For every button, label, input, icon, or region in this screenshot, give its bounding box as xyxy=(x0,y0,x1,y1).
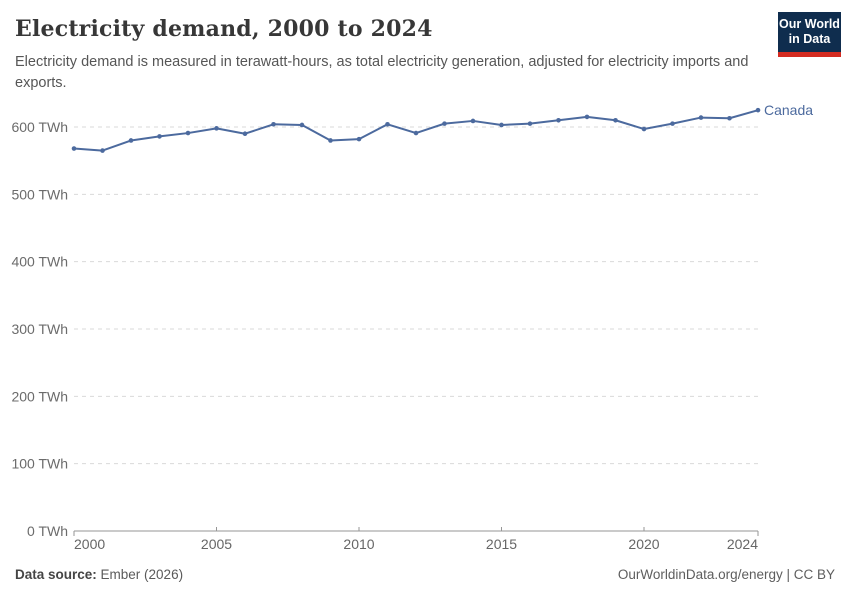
data-point[interactable] xyxy=(242,131,248,137)
owid-logo[interactable]: Our World in Data xyxy=(778,12,841,57)
data-point[interactable] xyxy=(442,121,447,126)
data-point[interactable] xyxy=(470,118,476,124)
y-tick-label: 0 TWh xyxy=(27,523,68,539)
data-point[interactable] xyxy=(641,126,647,132)
data-point[interactable] xyxy=(100,148,105,153)
data-point[interactable] xyxy=(385,122,390,127)
data-point[interactable] xyxy=(157,134,162,139)
series-label-canada[interactable]: Canada xyxy=(764,102,813,118)
data-point[interactable] xyxy=(356,136,362,142)
data-point[interactable] xyxy=(527,121,533,126)
owid-logo-line2: in Data xyxy=(788,32,831,47)
series-line-canada[interactable] xyxy=(73,109,759,152)
data-point[interactable] xyxy=(328,138,333,143)
data-point[interactable] xyxy=(755,107,761,113)
y-tick-label: 400 TWh xyxy=(11,254,68,270)
data-point[interactable] xyxy=(71,146,77,151)
data-point[interactable] xyxy=(299,122,305,128)
data-point[interactable] xyxy=(128,138,134,143)
y-tick-label: 100 TWh xyxy=(11,456,68,472)
data-point[interactable] xyxy=(698,115,704,120)
x-tick-label: 2024 xyxy=(727,536,758,552)
data-point[interactable] xyxy=(556,117,561,123)
data-point[interactable] xyxy=(727,115,732,121)
data-source-value: Ember (2026) xyxy=(96,567,184,582)
y-tick-label: 300 TWh xyxy=(11,321,68,337)
x-tick-label: 2000 xyxy=(74,536,105,552)
x-tick-label: 2020 xyxy=(628,536,659,552)
data-point[interactable] xyxy=(214,126,219,131)
chart-subtitle: Electricity demand is measured in terawa… xyxy=(15,54,749,91)
x-tick-label: 2010 xyxy=(343,536,374,552)
y-tick-label: 200 TWh xyxy=(11,388,68,404)
data-point[interactable] xyxy=(613,117,618,123)
y-tick-label: 500 TWh xyxy=(11,186,68,202)
chart-title: Electricity demand, 2000 to 2024 xyxy=(15,16,433,42)
y-tick-label: 600 TWh xyxy=(11,119,68,135)
data-point[interactable] xyxy=(670,121,675,126)
owid-logo-line1: Our World xyxy=(779,17,840,31)
x-tick-label: 2005 xyxy=(201,536,232,552)
credit-link[interactable]: OurWorldinData.org/energy | CC BY xyxy=(617,567,835,582)
data-point[interactable] xyxy=(271,122,276,127)
data-point[interactable] xyxy=(499,122,504,128)
chart-footer: Data source: Ember (2026) OurWorldinData… xyxy=(15,567,835,582)
x-tick-label: 2015 xyxy=(486,536,517,552)
data-point[interactable] xyxy=(584,114,590,120)
data-point[interactable] xyxy=(413,130,419,136)
data-source: Data source: Ember (2026) xyxy=(15,567,183,582)
data-source-label: Data source: xyxy=(15,567,97,582)
data-point[interactable] xyxy=(185,130,191,136)
